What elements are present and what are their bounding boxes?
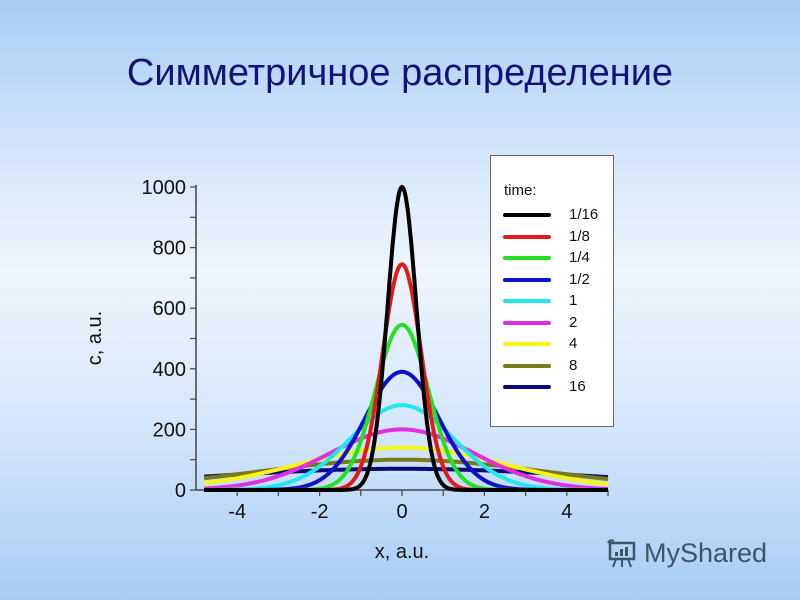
slide-title: Симметричное распределение	[126, 52, 674, 94]
series-line-2	[204, 427, 609, 491]
y-tick-label: 0	[175, 480, 186, 502]
legend-item: 1	[503, 292, 613, 310]
chart-legend: time: 1/16 1/8 1/4 1/2 1 2 4 8 16	[490, 155, 614, 427]
presentation-board-icon	[607, 539, 636, 568]
legend-item: 1/2	[503, 271, 613, 289]
watermark-text: MyShared	[644, 537, 768, 568]
x-tick-label: -4	[228, 501, 246, 523]
series-line-4	[203, 445, 609, 487]
legend-item: 1/4	[503, 249, 613, 267]
legend-label: 16	[569, 378, 586, 395]
legend-swatch	[503, 299, 551, 303]
legend-swatch	[503, 256, 551, 260]
series-line-1-16	[204, 184, 608, 492]
series-line-1	[204, 403, 608, 492]
x-tick-label: 4	[561, 501, 572, 523]
legend-item: 2	[503, 314, 613, 332]
legend-item: 8	[503, 357, 613, 375]
y-tick-label: 600	[153, 298, 186, 320]
legend-label: 1	[569, 292, 578, 309]
legend-label: 2	[569, 313, 578, 331]
legend-swatch	[503, 385, 551, 389]
y-tick-label: 400	[153, 359, 186, 381]
legend-label: 1/2	[569, 270, 590, 288]
legend-label: 8	[569, 356, 578, 374]
legend-label: 4	[569, 335, 578, 352]
legend-item: 16	[503, 378, 613, 396]
legend-swatch	[503, 342, 551, 346]
legend-label: 1/8	[569, 227, 590, 245]
legend-label: 1/16	[569, 206, 599, 223]
legend-title: time:	[504, 182, 537, 199]
watermark-logo: MyShared	[606, 537, 767, 569]
legend-label: 1/4	[569, 249, 590, 266]
x-axis-label: x, a.u.	[375, 541, 429, 563]
legend-swatch	[503, 213, 551, 217]
legend-item: 1/16	[503, 206, 613, 224]
x-tick-label: -2	[311, 501, 329, 523]
y-tick-label: 200	[153, 419, 186, 441]
x-tick-label: 0	[396, 501, 407, 523]
legend-swatch	[503, 320, 551, 325]
y-axis-label: c, a.u.	[84, 311, 106, 365]
legend-swatch	[503, 363, 551, 368]
legend-swatch	[503, 234, 551, 239]
x-tick-label: 2	[479, 501, 490, 523]
legend-item: 4	[503, 335, 613, 353]
y-tick-label: 1000	[142, 177, 187, 199]
legend-item: 1/8	[503, 228, 613, 246]
y-tick-label: 800	[153, 238, 186, 260]
legend-swatch	[503, 277, 551, 282]
